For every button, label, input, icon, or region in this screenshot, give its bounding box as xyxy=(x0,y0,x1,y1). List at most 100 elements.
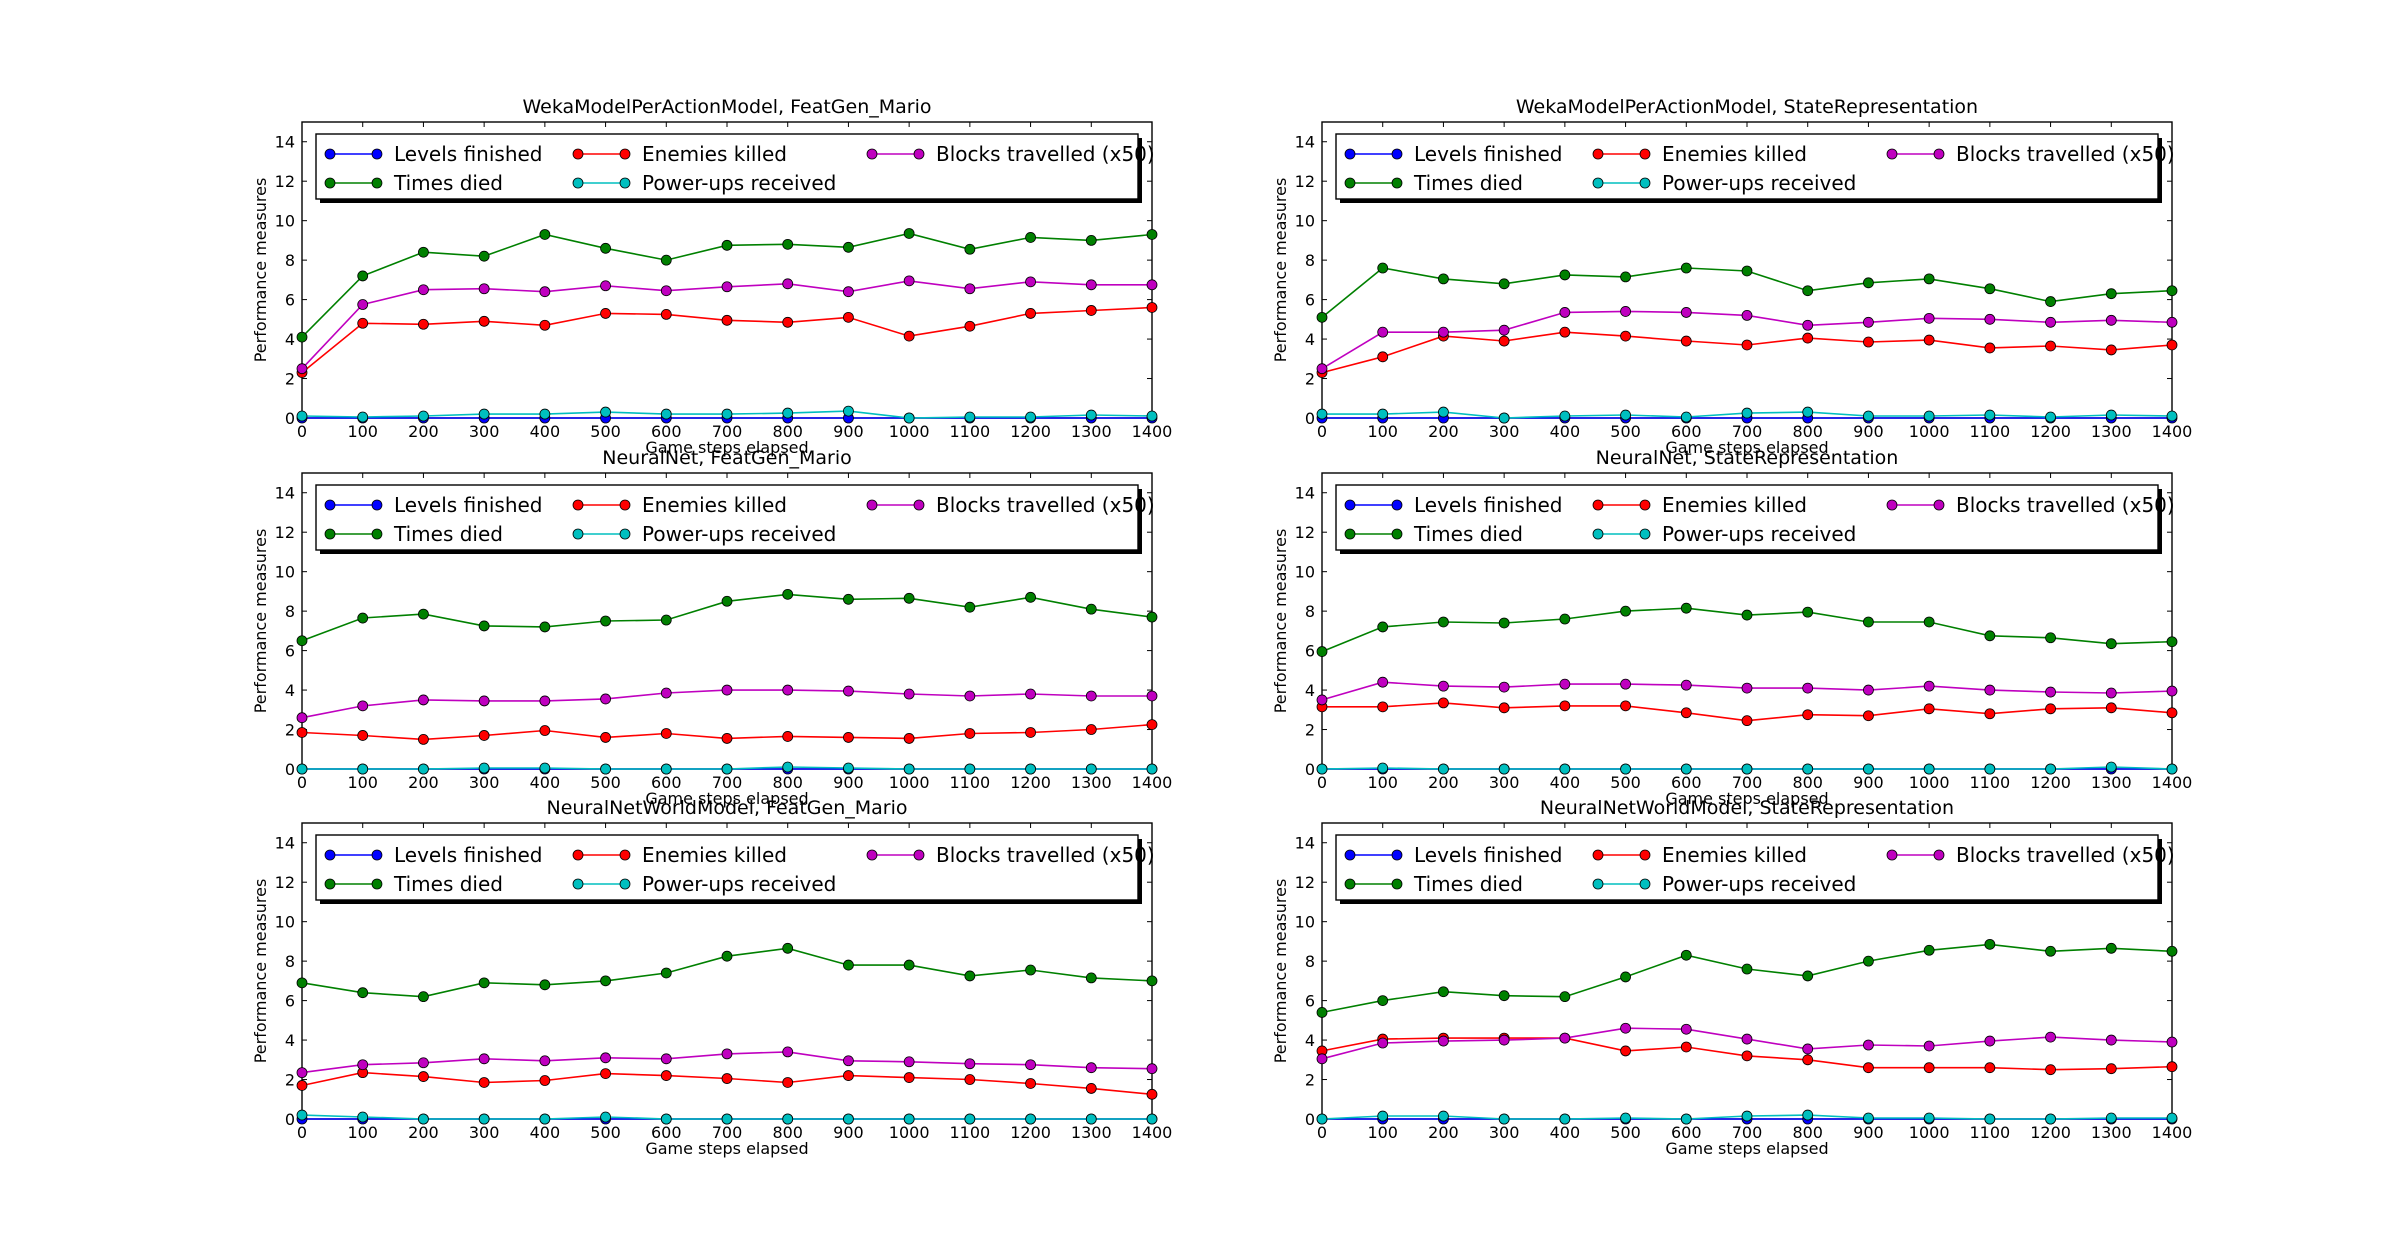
x-tick-label: 300 xyxy=(469,1123,500,1142)
data-point-times-died xyxy=(357,612,369,624)
legend-label-enemies-killed: Enemies killed xyxy=(642,843,787,867)
x-tick-label: 1000 xyxy=(1909,773,1950,792)
data-point-times-died xyxy=(660,254,672,266)
data-point-power-ups-received xyxy=(1984,1113,1996,1125)
x-tick-label: 200 xyxy=(408,422,439,441)
data-point-times-died xyxy=(1741,963,1753,975)
legend-label-blocks-travelled-x50: Blocks travelled (x50) xyxy=(1956,142,2175,166)
data-point-power-ups-received xyxy=(1085,409,1097,421)
data-point-blocks-travelled-x50 xyxy=(1377,676,1389,688)
data-point-times-died xyxy=(2105,942,2117,954)
y-tick-label: 2 xyxy=(285,370,295,389)
data-point-enemies-killed xyxy=(1559,326,1571,338)
legend-box xyxy=(1335,133,2159,200)
data-point-times-died xyxy=(600,615,611,627)
data-point-power-ups-received xyxy=(2045,1113,2056,1125)
data-point-power-ups-received xyxy=(1498,412,1510,424)
data-point-power-ups-received xyxy=(660,763,672,775)
data-point-times-died xyxy=(539,979,551,991)
data-point-blocks-travelled-x50 xyxy=(1863,316,1874,328)
data-point-times-died xyxy=(903,228,915,239)
legend-marker-blocks-travelled-x50 xyxy=(1886,499,1898,511)
data-point-blocks-travelled-x50 xyxy=(1085,690,1097,702)
data-point-times-died xyxy=(1680,602,1692,614)
data-point-enemies-killed xyxy=(1741,339,1753,351)
data-point-enemies-killed xyxy=(1377,351,1389,363)
legend-marker-blocks-travelled-x50 xyxy=(1933,499,1945,511)
data-point-power-ups-received xyxy=(903,1113,915,1125)
data-point-power-ups-received xyxy=(539,408,551,420)
legend-label-times-died: Times died xyxy=(1413,522,1523,546)
data-point-power-ups-received xyxy=(1438,1110,1449,1122)
legend-marker-times-died xyxy=(371,177,383,189)
x-axis-label: Game steps elapsed xyxy=(645,789,808,808)
x-tick-label: 200 xyxy=(408,1123,439,1142)
data-point-times-died xyxy=(1498,278,1510,290)
data-point-times-died xyxy=(1559,991,1571,1003)
legend-marker-levels-finished xyxy=(371,849,383,861)
data-point-enemies-killed xyxy=(2105,702,2117,714)
data-point-times-died xyxy=(296,331,308,343)
data-point-enemies-killed xyxy=(782,1077,794,1088)
data-point-enemies-killed xyxy=(1146,719,1158,730)
data-point-blocks-travelled-x50 xyxy=(964,690,976,702)
x-tick-label: 1400 xyxy=(1132,773,1173,792)
data-point-enemies-killed xyxy=(418,318,429,330)
data-point-enemies-killed xyxy=(903,330,915,342)
data-point-blocks-travelled-x50 xyxy=(2166,685,2178,697)
data-point-blocks-travelled-x50 xyxy=(600,1052,611,1064)
y-tick-label: 2 xyxy=(285,1071,295,1090)
y-tick-label: 6 xyxy=(285,291,295,310)
data-point-power-ups-received xyxy=(2166,763,2178,775)
data-point-times-died xyxy=(1085,603,1097,615)
y-tick-label: 14 xyxy=(1295,484,1315,503)
legend-label-enemies-killed: Enemies killed xyxy=(642,142,787,166)
data-point-times-died xyxy=(357,270,369,282)
legend-marker-blocks-travelled-x50 xyxy=(1886,148,1898,160)
y-tick-label: 0 xyxy=(285,1110,295,1129)
data-point-blocks-travelled-x50 xyxy=(2166,1036,2178,1048)
data-point-power-ups-received xyxy=(600,1111,611,1123)
y-tick-label: 8 xyxy=(1305,602,1315,621)
data-point-power-ups-received xyxy=(1923,763,1935,775)
x-tick-label: 1300 xyxy=(1071,422,1112,441)
x-tick-label: 500 xyxy=(590,1123,621,1142)
data-point-times-died xyxy=(1863,277,1874,289)
data-point-enemies-killed xyxy=(1680,335,1692,347)
data-point-power-ups-received xyxy=(964,763,976,775)
x-tick-label: 300 xyxy=(469,422,500,441)
data-point-power-ups-received xyxy=(2166,410,2178,422)
data-point-enemies-killed xyxy=(843,1070,854,1081)
data-point-times-died xyxy=(660,967,672,979)
data-point-blocks-travelled-x50 xyxy=(1438,680,1449,692)
y-tick-label: 0 xyxy=(1305,409,1315,428)
legend-box xyxy=(315,834,1139,901)
y-tick-label: 14 xyxy=(1295,133,1315,152)
legend-marker-levels-finished xyxy=(371,148,383,160)
x-tick-label: 1000 xyxy=(889,773,930,792)
y-tick-label: 10 xyxy=(1295,913,1315,932)
data-point-power-ups-received xyxy=(1984,409,1996,421)
legend-label-enemies-killed: Enemies killed xyxy=(1662,142,1807,166)
legend-label-blocks-travelled-x50: Blocks travelled (x50) xyxy=(1956,493,2175,517)
legend-label-times-died: Times died xyxy=(393,872,503,896)
legend-label-levels-finished: Levels finished xyxy=(1414,843,1563,867)
x-tick-label: 300 xyxy=(1489,773,1520,792)
x-tick-label: 500 xyxy=(590,773,621,792)
data-point-blocks-travelled-x50 xyxy=(1025,276,1036,288)
legend-box xyxy=(315,484,1139,551)
y-tick-label: 2 xyxy=(1305,1071,1315,1090)
data-point-power-ups-received xyxy=(903,412,915,424)
data-point-times-died xyxy=(721,595,733,607)
legend-marker-levels-finished xyxy=(1391,849,1403,861)
data-point-power-ups-received xyxy=(539,762,551,774)
data-point-times-died xyxy=(1085,234,1097,246)
data-point-blocks-travelled-x50 xyxy=(721,684,733,696)
data-point-times-died xyxy=(1863,616,1874,628)
y-tick-label: 10 xyxy=(1295,563,1315,582)
data-point-power-ups-received xyxy=(1438,406,1449,418)
legend: Levels finished Times died Enemies killed P… xyxy=(1335,834,2175,904)
legend-label-power-ups-received: Power-ups received xyxy=(1662,872,1856,896)
legend-label-levels-finished: Levels finished xyxy=(394,843,543,867)
x-tick-label: 1400 xyxy=(1132,1123,1173,1142)
